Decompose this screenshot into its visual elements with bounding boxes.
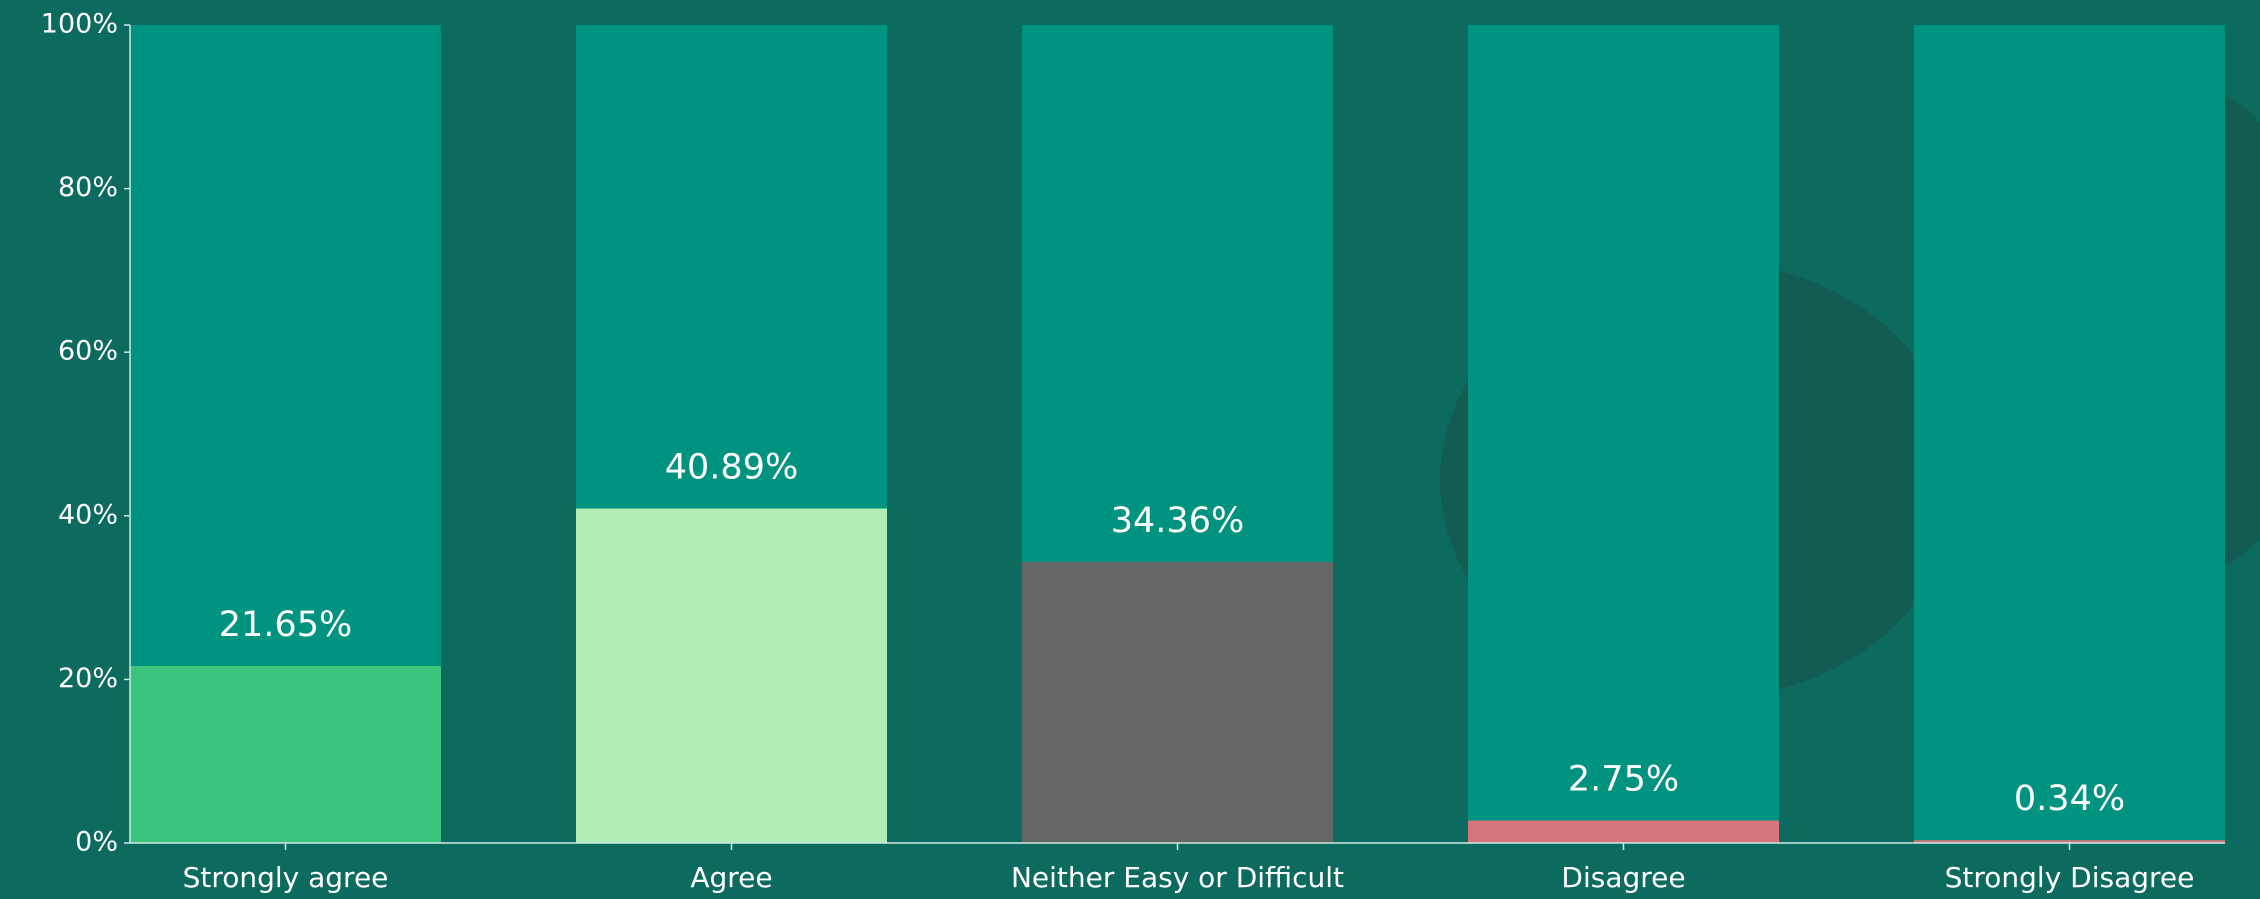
bar-track — [1468, 25, 1779, 843]
y-tick-label: 0% — [75, 827, 118, 858]
bar — [1468, 820, 1779, 843]
data-label: 34.36% — [1111, 501, 1244, 541]
data-label: 40.89% — [665, 448, 798, 488]
x-tick-label: Disagree — [1561, 861, 1685, 894]
bar — [576, 508, 887, 843]
x-tick-label: Agree — [690, 861, 772, 894]
bar — [1022, 561, 1333, 843]
data-label: 21.65% — [219, 605, 352, 645]
bar-track — [1914, 25, 2225, 843]
data-label: 0.34% — [2014, 779, 2125, 819]
y-tick-label: 60% — [58, 336, 118, 367]
x-tick-label: Strongly Disagree — [1945, 861, 2195, 894]
bar — [130, 665, 441, 843]
x-tick-label: Neither Easy or Difficult — [1011, 861, 1344, 894]
x-tick-label: Strongly agree — [183, 861, 389, 894]
bar — [1914, 840, 2225, 843]
y-tick-label: 100% — [41, 9, 118, 40]
y-tick-label: 40% — [58, 499, 118, 530]
data-label: 2.75% — [1568, 760, 1679, 800]
y-tick-label: 80% — [58, 172, 118, 203]
y-tick-label: 20% — [58, 663, 118, 694]
